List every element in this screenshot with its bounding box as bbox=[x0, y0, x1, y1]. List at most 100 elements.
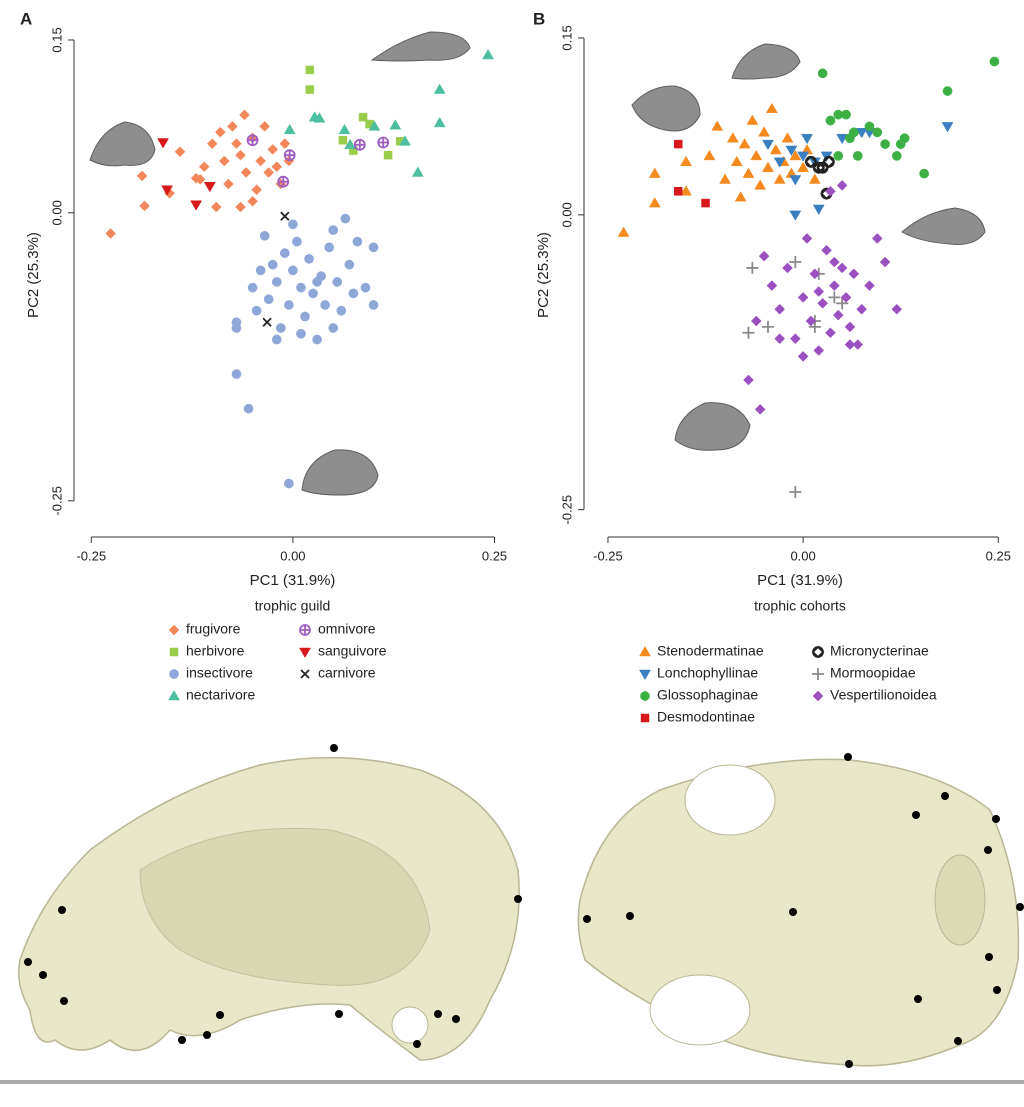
point bbox=[826, 116, 835, 125]
point bbox=[304, 254, 313, 263]
point bbox=[873, 128, 882, 137]
point bbox=[263, 318, 271, 326]
point bbox=[235, 202, 245, 212]
point bbox=[829, 281, 839, 291]
point bbox=[252, 306, 261, 315]
point bbox=[158, 139, 169, 149]
point bbox=[818, 298, 828, 308]
point bbox=[775, 334, 785, 344]
legend-label: Lonchophyllinae bbox=[657, 665, 758, 681]
point bbox=[739, 139, 750, 149]
legend-label: Mormoopidae bbox=[830, 665, 916, 681]
point bbox=[306, 66, 314, 74]
point bbox=[199, 162, 209, 172]
point bbox=[746, 262, 758, 274]
point bbox=[782, 133, 793, 143]
point bbox=[814, 287, 824, 297]
point bbox=[260, 121, 270, 131]
point bbox=[857, 304, 867, 314]
point bbox=[809, 174, 820, 184]
legend-label: Desmodontinae bbox=[657, 709, 755, 725]
point bbox=[378, 138, 388, 148]
point bbox=[824, 157, 834, 167]
point bbox=[798, 351, 808, 361]
legend-marker bbox=[640, 647, 651, 657]
point bbox=[434, 117, 445, 127]
point bbox=[681, 156, 692, 166]
y-axis-title: PC2 (25.3%) bbox=[25, 232, 42, 318]
point bbox=[296, 329, 305, 338]
point bbox=[256, 156, 266, 166]
point bbox=[841, 110, 850, 119]
y-axis-title: PC2 (25.3%) bbox=[535, 232, 552, 318]
point bbox=[140, 201, 150, 211]
point bbox=[865, 122, 874, 131]
x-tick-label: -0.25 bbox=[593, 548, 623, 563]
point bbox=[276, 323, 285, 332]
point bbox=[232, 369, 241, 378]
point bbox=[892, 151, 901, 160]
point bbox=[762, 140, 773, 150]
point bbox=[329, 225, 338, 234]
point bbox=[281, 212, 289, 220]
y-tick-label: -0.25 bbox=[559, 495, 574, 525]
point bbox=[822, 245, 832, 255]
point bbox=[755, 404, 765, 414]
point bbox=[872, 233, 882, 243]
point bbox=[727, 133, 738, 143]
point bbox=[802, 233, 812, 243]
point bbox=[284, 479, 293, 488]
point bbox=[241, 167, 251, 177]
point bbox=[802, 134, 813, 144]
legend-label: frugivore bbox=[186, 621, 241, 637]
point bbox=[369, 243, 378, 252]
point bbox=[175, 147, 185, 157]
point bbox=[943, 86, 952, 95]
point bbox=[762, 162, 773, 172]
point bbox=[300, 312, 309, 321]
point bbox=[207, 139, 217, 149]
point bbox=[864, 281, 874, 291]
point bbox=[818, 69, 827, 78]
point bbox=[137, 171, 147, 181]
point bbox=[272, 162, 282, 172]
point bbox=[712, 121, 723, 131]
point bbox=[755, 180, 766, 190]
legend-label: carnivore bbox=[318, 665, 376, 681]
y-tick-label: -0.25 bbox=[49, 486, 64, 516]
y-tick-label: 0.15 bbox=[49, 27, 64, 52]
point bbox=[762, 321, 774, 333]
point bbox=[219, 156, 229, 166]
point bbox=[649, 168, 660, 178]
legend-marker bbox=[300, 648, 311, 658]
point bbox=[649, 198, 660, 208]
legend-label: Micronycterinae bbox=[830, 643, 929, 659]
legend-marker bbox=[813, 691, 823, 701]
x-tick-label: 0.00 bbox=[790, 548, 815, 563]
point bbox=[284, 300, 293, 309]
point bbox=[880, 257, 890, 267]
point bbox=[434, 84, 445, 94]
point bbox=[798, 292, 808, 302]
x-tick-label: 0.25 bbox=[986, 548, 1011, 563]
legend-title: trophic guild bbox=[255, 598, 331, 614]
y-tick-label: 0.00 bbox=[559, 202, 574, 227]
point bbox=[735, 192, 746, 202]
point bbox=[329, 323, 338, 332]
legend-label: Vespertilionoidea bbox=[830, 687, 937, 703]
point bbox=[828, 291, 840, 303]
point bbox=[837, 263, 847, 273]
point bbox=[702, 199, 710, 207]
point bbox=[339, 136, 347, 144]
point bbox=[337, 306, 346, 315]
point bbox=[790, 175, 801, 185]
point bbox=[990, 57, 999, 66]
point bbox=[892, 304, 902, 314]
point bbox=[704, 150, 715, 160]
point bbox=[783, 263, 793, 273]
figure: A-0.250.000.250.150.00-0.25PC1 (31.9%)PC… bbox=[0, 0, 1024, 1107]
point bbox=[278, 177, 288, 187]
point bbox=[296, 283, 305, 292]
point bbox=[384, 151, 392, 159]
point bbox=[248, 283, 257, 292]
